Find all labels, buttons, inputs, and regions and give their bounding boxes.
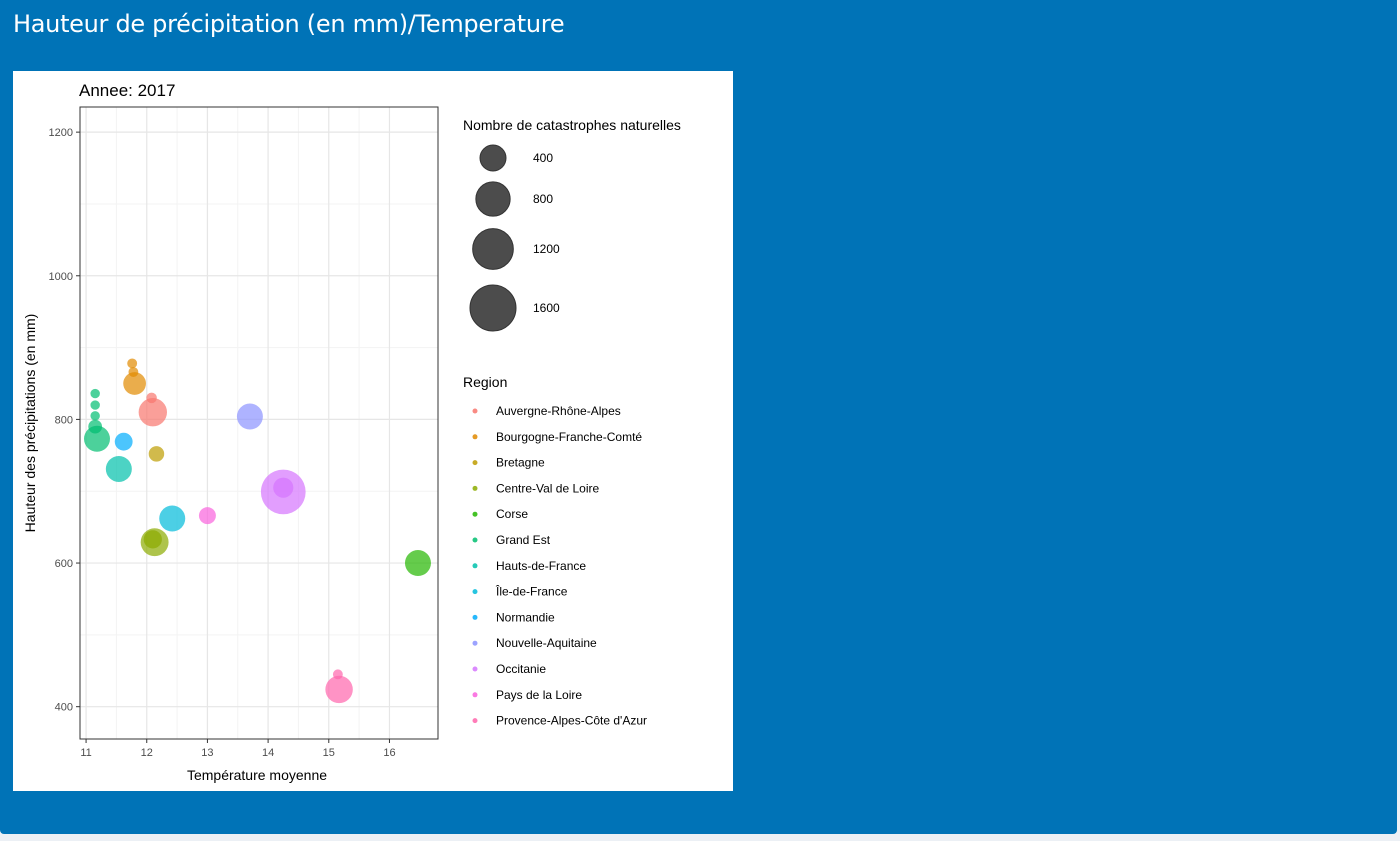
- region-legend-key: [472, 485, 478, 491]
- region-legend-key: [472, 640, 478, 646]
- data-point: [143, 530, 162, 549]
- region-legend-key: [472, 511, 478, 517]
- size-legend-circle: [479, 144, 507, 172]
- region-legend-label: Occitanie: [496, 662, 546, 676]
- region-legend-label: Provence-Alpes-Côte d'Azur: [496, 714, 647, 728]
- region-legend-key: [472, 718, 478, 724]
- data-point: [146, 392, 157, 404]
- region-legend-key: [472, 666, 478, 672]
- data-point: [236, 403, 263, 430]
- x-tick-label: 13: [201, 747, 213, 759]
- x-tick-label: 14: [262, 747, 274, 759]
- size-legend-label: 1200: [533, 242, 560, 256]
- plot-card: Annee: 2017 11 12 13 14 15 16 400 600 800 1000 120…: [13, 71, 733, 791]
- size-legend-circle: [475, 181, 511, 217]
- size-legend-label: 1600: [533, 301, 560, 315]
- region-legend-label: Hauts-de-France: [496, 559, 586, 573]
- y-tick-label: 600: [55, 558, 73, 570]
- region-legend-label: Centre-Val de Loire: [496, 481, 599, 495]
- plot-frame: [79, 106, 439, 740]
- region-legend-label: Grand Est: [496, 533, 551, 547]
- data-point: [88, 419, 103, 434]
- y-tick-label: 1200: [49, 127, 73, 139]
- data-point: [127, 358, 138, 369]
- region-legend-key: [472, 589, 478, 595]
- data-point: [404, 550, 431, 577]
- y-tick-label: 1000: [49, 271, 73, 283]
- region-legend-key: [472, 537, 478, 543]
- data-point: [138, 398, 167, 427]
- region-legend-key: [472, 692, 478, 698]
- region-legend-key: [472, 563, 478, 569]
- data-point: [90, 388, 100, 399]
- size-legend-label: 400: [533, 151, 553, 165]
- x-tick-label: 16: [383, 747, 395, 759]
- region-legend-label: Bretagne: [496, 456, 545, 470]
- data-point: [198, 507, 216, 525]
- x-axis-label: Température moyenne: [187, 767, 327, 783]
- y-tick-label: 400: [55, 702, 73, 714]
- y-axis-label: Hauteur des précipitations (en mm): [22, 314, 38, 533]
- data-point: [90, 411, 100, 421]
- scatter-chart: Annee: 2017 11 12 13 14 15 16 400 600 800 1000 120…: [22, 81, 681, 783]
- region-legend-label: Auvergne-Rhône-Alpes: [496, 404, 621, 418]
- data-point: [325, 675, 353, 704]
- region-legend-label: Pays de la Loire: [496, 688, 582, 702]
- data-point: [90, 400, 100, 410]
- size-legend-title: Nombre de catastrophes naturelles: [463, 117, 681, 133]
- region-legend-key: [472, 614, 478, 620]
- data-point: [123, 372, 146, 395]
- data-point: [332, 669, 343, 680]
- region-legend-key: [472, 460, 478, 466]
- size-legend-circle: [469, 284, 517, 332]
- data-point: [273, 477, 294, 498]
- size-legend-circle: [472, 228, 514, 270]
- region-legend-title: Region: [463, 374, 507, 390]
- y-tick-label: 800: [55, 414, 73, 426]
- data-point: [83, 425, 110, 452]
- x-tick-label: 12: [141, 747, 153, 759]
- size-legend-label: 800: [533, 192, 553, 206]
- data-point: [105, 455, 132, 482]
- region-legend-label: Nouvelle-Aquitaine: [496, 636, 597, 650]
- chart-title: Annee: 2017: [79, 81, 175, 100]
- data-point: [128, 367, 139, 377]
- panel-title: Hauteur de précipitation (en mm)/Tempera…: [13, 10, 565, 38]
- data-point: [159, 505, 186, 532]
- data-point: [114, 432, 133, 451]
- region-legend-label: Normandie: [496, 610, 555, 624]
- x-tick-label: 15: [323, 747, 335, 759]
- x-tick-label: 11: [80, 747, 91, 759]
- region-legend-key: [472, 408, 478, 414]
- data-point: [148, 446, 165, 462]
- region-legend-label: Corse: [496, 507, 528, 521]
- region-legend-label: Bourgogne-Franche-Comté: [496, 430, 642, 444]
- region-legend-key: [472, 434, 478, 440]
- region-legend-label: Île-de-France: [495, 584, 568, 599]
